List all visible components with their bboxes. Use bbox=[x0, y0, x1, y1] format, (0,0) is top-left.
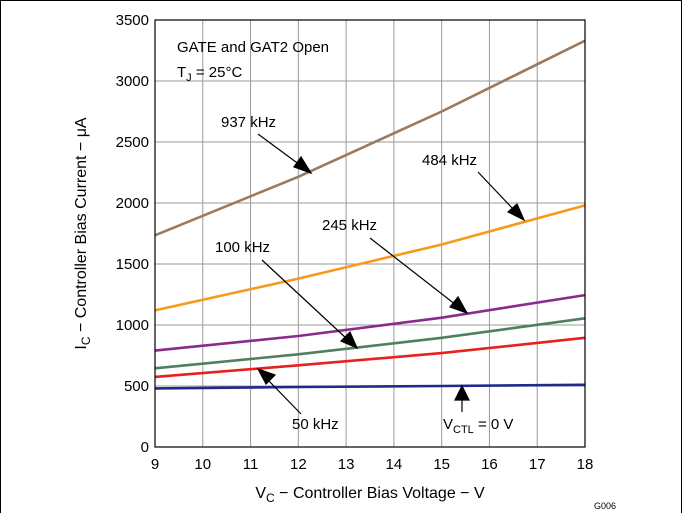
x-axis-title-rest: − Controller Bias Voltage − V bbox=[275, 485, 485, 502]
arrow-50khz bbox=[256, 367, 302, 415]
y-tick-label: 2000 bbox=[116, 195, 149, 212]
x-tick-label: 15 bbox=[433, 456, 450, 473]
arrow-245khz bbox=[369, 237, 469, 315]
y-tick-label: 1500 bbox=[116, 256, 149, 273]
x-axis-title: VC − Controller Bias Voltage − V bbox=[255, 485, 485, 505]
label-484khz: 484 kHz bbox=[422, 152, 477, 169]
y-axis-title: IC − Controller Bias Current − μA bbox=[73, 117, 93, 350]
x-tick-label: 13 bbox=[338, 456, 355, 473]
x-tick-label: 12 bbox=[290, 456, 307, 473]
condition-gate-open: GATE and GAT2 Open bbox=[177, 39, 329, 56]
figure-id: G006 bbox=[594, 501, 616, 511]
x-tick-label: 11 bbox=[243, 456, 259, 473]
y-tick-labels: 0 500 1000 1500 2000 2500 3000 3500 bbox=[116, 12, 149, 456]
plot-area bbox=[154, 19, 586, 448]
condition-temperature-rest: = 25°C bbox=[192, 64, 243, 81]
series-lines bbox=[154, 39, 586, 390]
label-vctl-main: V bbox=[443, 416, 453, 433]
label-vctl-sub: CTL bbox=[453, 424, 474, 436]
label-937khz: 937 kHz bbox=[221, 114, 276, 131]
y-tick-label: 3500 bbox=[116, 12, 149, 29]
condition-temperature-sub: J bbox=[186, 72, 192, 84]
label-50khz: 50 kHz bbox=[292, 416, 339, 433]
x-axis-title-sub: C bbox=[266, 491, 275, 505]
series-line-2 bbox=[154, 293, 586, 352]
label-100khz: 100 kHz bbox=[215, 239, 270, 256]
y-tick-label: 0 bbox=[141, 439, 149, 456]
arrow-vctl bbox=[454, 384, 470, 412]
arrow-937khz bbox=[257, 133, 313, 175]
label-arrows bbox=[256, 133, 526, 415]
condition-temperature: TJ = 25°C bbox=[177, 64, 242, 84]
y-tick-label: 1000 bbox=[116, 317, 149, 334]
series-line-4 bbox=[154, 336, 586, 379]
condition-temperature-main: T bbox=[177, 64, 186, 81]
series-line-1 bbox=[154, 204, 586, 312]
x-tick-label: 17 bbox=[529, 456, 546, 473]
label-vctl-0v: VCTL = 0 V bbox=[443, 416, 513, 436]
label-245khz: 245 kHz bbox=[322, 217, 377, 234]
series-line-5 bbox=[154, 383, 586, 390]
x-tick-labels: 9 10 11 12 13 14 15 16 17 18 bbox=[151, 456, 594, 473]
y-tick-label: 2500 bbox=[116, 134, 149, 151]
x-axis-title-main: V bbox=[255, 485, 266, 502]
series-labels: 937 kHz 484 kHz 245 kHz 100 kHz 50 kHz V… bbox=[215, 114, 513, 436]
x-tick-label: 16 bbox=[481, 456, 498, 473]
arrow-100khz bbox=[261, 259, 359, 350]
y-axis-title-main: I bbox=[73, 345, 90, 349]
y-axis-title-rest: − Controller Bias Current − μA bbox=[73, 117, 90, 336]
x-tick-label: 14 bbox=[386, 456, 403, 473]
series-line-0 bbox=[154, 39, 586, 237]
series-line-3 bbox=[154, 317, 586, 370]
x-tick-label: 18 bbox=[577, 456, 594, 473]
arrow-484khz bbox=[477, 171, 526, 222]
label-vctl-rest: = 0 V bbox=[474, 416, 514, 433]
x-tick-label: 10 bbox=[194, 456, 211, 473]
y-tick-label: 500 bbox=[124, 378, 149, 395]
y-axis-title-sub: C bbox=[79, 336, 93, 345]
x-tick-label: 9 bbox=[151, 456, 159, 473]
y-tick-label: 3000 bbox=[116, 73, 149, 90]
